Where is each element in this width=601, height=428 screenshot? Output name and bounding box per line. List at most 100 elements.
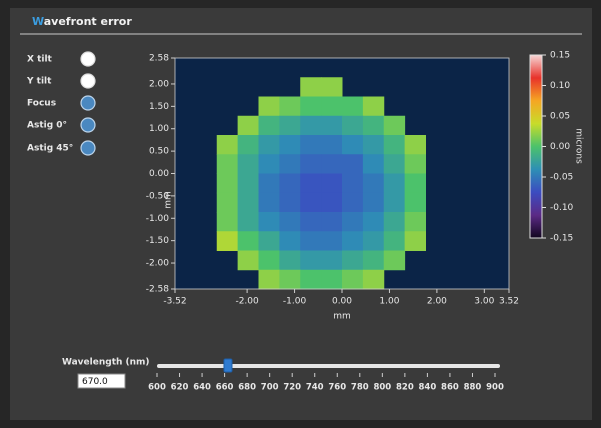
x-tick-label: -3.52: [163, 297, 186, 307]
heatmap-cell: [300, 154, 322, 174]
heatmap-cell: [404, 231, 426, 251]
heatmap-cell: [362, 173, 385, 194]
heatmap-cell: [258, 231, 280, 251]
toggle-switch[interactable]: [80, 95, 96, 111]
colorbar-tick-label: 0.10: [550, 81, 570, 91]
heatmap-cell: [383, 135, 406, 155]
y-tick-label: 2.00: [149, 79, 169, 89]
heatmap-cell: [279, 212, 301, 232]
heatmap-cell: [300, 77, 322, 97]
slider-tick-label: 720: [283, 383, 301, 393]
wavelength-input-text: 670.0: [82, 377, 108, 387]
toggle-switch[interactable]: [80, 140, 96, 156]
y-tick-label: 1.00: [149, 124, 169, 134]
heatmap-cell: [321, 231, 343, 251]
y-tick-label: 0.50: [149, 147, 169, 157]
panel-title: Wavefront error: [32, 15, 132, 28]
heatmap-cell: [362, 96, 385, 117]
wavelength-input[interactable]: [77, 373, 126, 389]
y-tick-label: -2.00: [146, 259, 170, 269]
heatmap-cell: [258, 173, 280, 194]
toggle-switch[interactable]: [80, 51, 96, 67]
heatmap-cell: [362, 115, 385, 136]
heatmap-cell: [342, 154, 364, 174]
heatmap-cell: [279, 173, 301, 194]
heatmap-cell: [279, 250, 301, 271]
heatmap-cell: [404, 212, 426, 232]
heatmap-cell: [321, 212, 343, 232]
heatmap-cell: [362, 231, 385, 251]
slider-tick-label: 860: [441, 383, 459, 393]
slider-tick-label: 760: [328, 383, 346, 393]
heatmap-cell: [258, 212, 280, 232]
heatmap-cell: [383, 154, 406, 174]
heatmap-cell: [237, 231, 259, 251]
heatmap-cell: [300, 115, 322, 136]
heatmap-cell: [216, 192, 239, 213]
heatmap-cell: [279, 192, 301, 213]
x-tick-label: 0.00: [332, 297, 352, 307]
x-tick-label: -1.00: [283, 297, 307, 307]
heatmap-cell: [404, 154, 426, 174]
heatmap-cell: [404, 135, 426, 155]
colorbar-tick-label: -0.05: [550, 173, 573, 183]
colorbar-label: microns: [574, 128, 584, 164]
heatmap-cell: [279, 96, 301, 117]
x-axis-label: mm: [333, 312, 351, 322]
heatmap-cell: [321, 154, 343, 174]
heatmap-cell: [404, 173, 426, 194]
heatmap-cell: [300, 173, 322, 194]
heatmap-cell: [258, 96, 280, 117]
heatmap-cell: [362, 269, 385, 290]
heatmap-cell: [321, 135, 343, 155]
colorbar-tick-label: 0.00: [550, 142, 570, 152]
heatmap-cell: [342, 115, 364, 136]
toggle-switch[interactable]: [80, 73, 96, 89]
heatmap-cell: [321, 115, 343, 136]
heatmap-cell: [300, 212, 322, 232]
slider-tick-label: 680: [238, 383, 256, 393]
heatmap-cell: [216, 231, 239, 251]
slider-tick-label: 600: [148, 383, 166, 393]
heatmap-cell: [300, 96, 322, 117]
heatmap-cell: [279, 231, 301, 251]
slider-tick-label: 840: [419, 383, 437, 393]
heatmap-cell: [362, 135, 385, 155]
slider-tick-label: 880: [464, 383, 482, 393]
x-tick-label: 3.52: [499, 297, 519, 307]
heatmap-cell: [279, 269, 301, 290]
heatmap-cell: [404, 192, 426, 213]
heatmap-cell: [321, 192, 343, 213]
slider-tick-label: 800: [373, 383, 391, 393]
y-tick-label: 1.50: [149, 102, 169, 112]
heatmap-cell: [321, 96, 343, 117]
slider-tick-label: 620: [171, 383, 189, 393]
toggle-label: Astig 45°: [27, 144, 73, 154]
toggle-switch[interactable]: [80, 117, 96, 133]
heatmap-cell: [216, 173, 239, 194]
heatmap-cell: [383, 231, 406, 251]
heatmap-cell: [342, 212, 364, 232]
heatmap-cell: [342, 250, 364, 271]
y-tick-label: 0.00: [149, 169, 169, 179]
slider-tick-label: 820: [396, 383, 414, 393]
y-tick-label: -1.50: [146, 236, 170, 246]
heatmap-cell: [321, 173, 343, 194]
heatmap-cell: [383, 173, 406, 194]
heatmap-cell: [300, 135, 322, 155]
colorbar-tick-label: -0.10: [550, 203, 574, 213]
heatmap-cell: [362, 250, 385, 271]
heatmap-cell: [279, 135, 301, 155]
colorbar-tick-label: -0.15: [550, 234, 573, 244]
heatmap-cell: [258, 192, 280, 213]
heatmap-cell: [216, 154, 239, 174]
y-tick-label: -1.00: [146, 214, 170, 224]
slider-thumb[interactable]: [223, 358, 233, 373]
heatmap-cell: [362, 192, 385, 213]
heatmap-cell: [237, 173, 259, 194]
y-tick-label: 2.58: [149, 54, 169, 64]
slider-track[interactable]: [157, 364, 500, 368]
colorbar: [529, 54, 543, 239]
heatmap-cell: [383, 212, 406, 232]
